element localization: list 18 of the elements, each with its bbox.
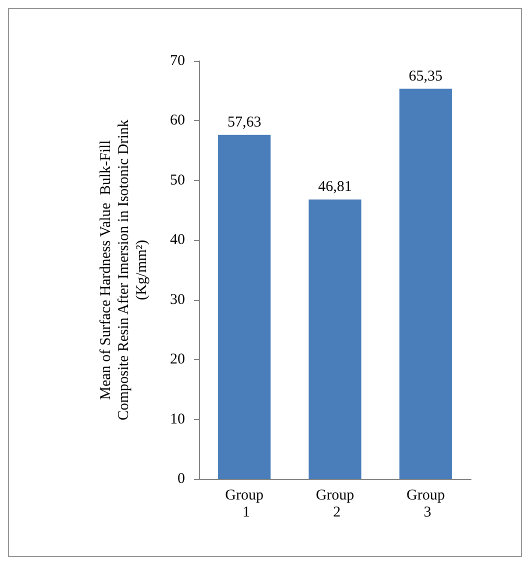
- y-tick-label: 50: [170, 172, 185, 188]
- y-tick-label: 30: [170, 292, 185, 308]
- bar: [218, 134, 271, 479]
- y-tick-label: 10: [170, 411, 185, 428]
- data-label: 65,35: [408, 68, 443, 84]
- x-tick-label: Group 3: [406, 488, 445, 520]
- bar: [308, 199, 362, 479]
- data-label: 46,81: [318, 178, 352, 195]
- bar: [399, 88, 452, 479]
- y-tick-label: 0: [178, 471, 185, 487]
- y-axis-title: Mean of Surface Hardness Value Bulk-Fill Composite Resin After Imersion in Isotonic Drink (Kg/mm²): [98, 119, 150, 420]
- y-tick-label: 70: [170, 53, 185, 69]
- x-tick-label: Group 2: [316, 488, 354, 520]
- data-label: 57,63: [227, 114, 262, 130]
- y-tick-label: 60: [170, 112, 185, 129]
- y-tick-label: 40: [170, 232, 185, 248]
- x-tick-label: Group 1: [225, 488, 264, 520]
- y-tick-label: 20: [170, 352, 185, 368]
